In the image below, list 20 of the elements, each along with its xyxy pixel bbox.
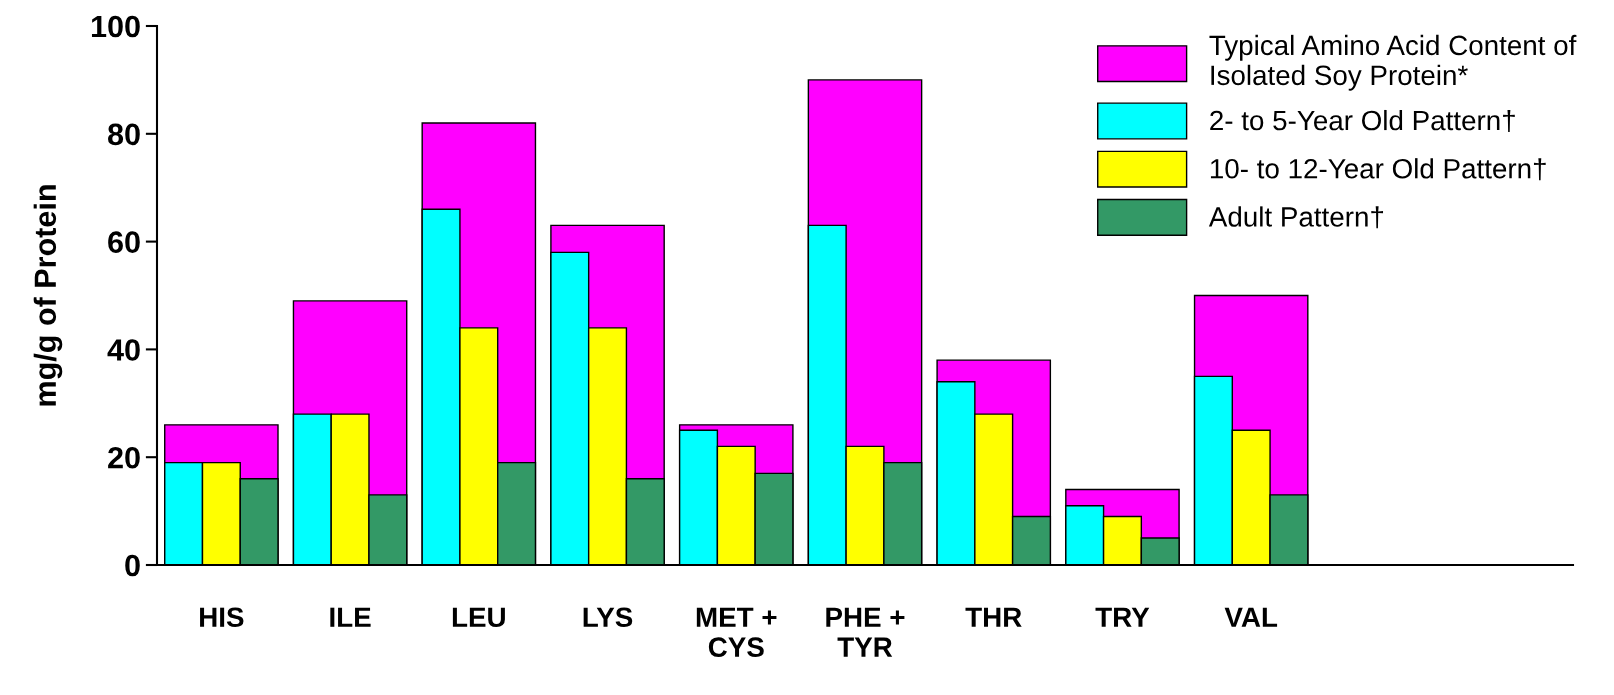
legend-label: 2- to 5-Year Old Pattern† xyxy=(1210,109,1515,132)
x-tick-label: PHE + TYR xyxy=(826,607,905,657)
x-tick-label: LEU xyxy=(452,607,505,628)
legend-label: Typical Amino Acid Content of Isolated Soy Protein* xyxy=(1209,34,1577,91)
x-tick-label: VAL xyxy=(1224,607,1278,627)
x-tick-label: LYS xyxy=(583,607,633,628)
y-tick-label: 100 xyxy=(91,15,140,38)
y-tick-label: 60 xyxy=(108,231,140,253)
x-tick-label: ILE xyxy=(330,607,371,627)
y-tick-label: 0 xyxy=(125,554,140,577)
y-axis-title: mg/g of Protein xyxy=(33,185,63,406)
y-tick-label: 40 xyxy=(107,339,140,361)
y-tick-label: 80 xyxy=(108,123,140,146)
legend-label: 10- to 12-Year Old Pattern† xyxy=(1210,158,1546,181)
y-tick-label: 20 xyxy=(108,446,140,469)
x-tick-label: HIS xyxy=(200,607,244,628)
legend-label: Adult Pattern† xyxy=(1208,206,1384,229)
x-tick-label: THR xyxy=(965,607,1022,627)
x-tick-label: TRY xyxy=(1095,607,1150,627)
x-tick-label: MET + CYS xyxy=(696,607,777,657)
